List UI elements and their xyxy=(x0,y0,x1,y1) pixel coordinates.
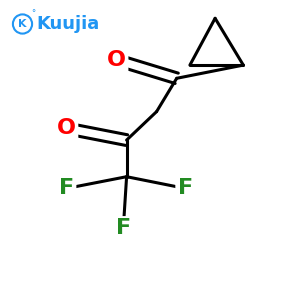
Text: °: ° xyxy=(32,9,36,18)
Text: F: F xyxy=(59,178,74,198)
Text: F: F xyxy=(116,218,131,238)
Text: O: O xyxy=(57,118,76,138)
Text: Kuujia: Kuujia xyxy=(36,15,99,33)
Text: K: K xyxy=(18,19,27,29)
Text: F: F xyxy=(178,178,193,198)
Text: O: O xyxy=(107,50,126,70)
